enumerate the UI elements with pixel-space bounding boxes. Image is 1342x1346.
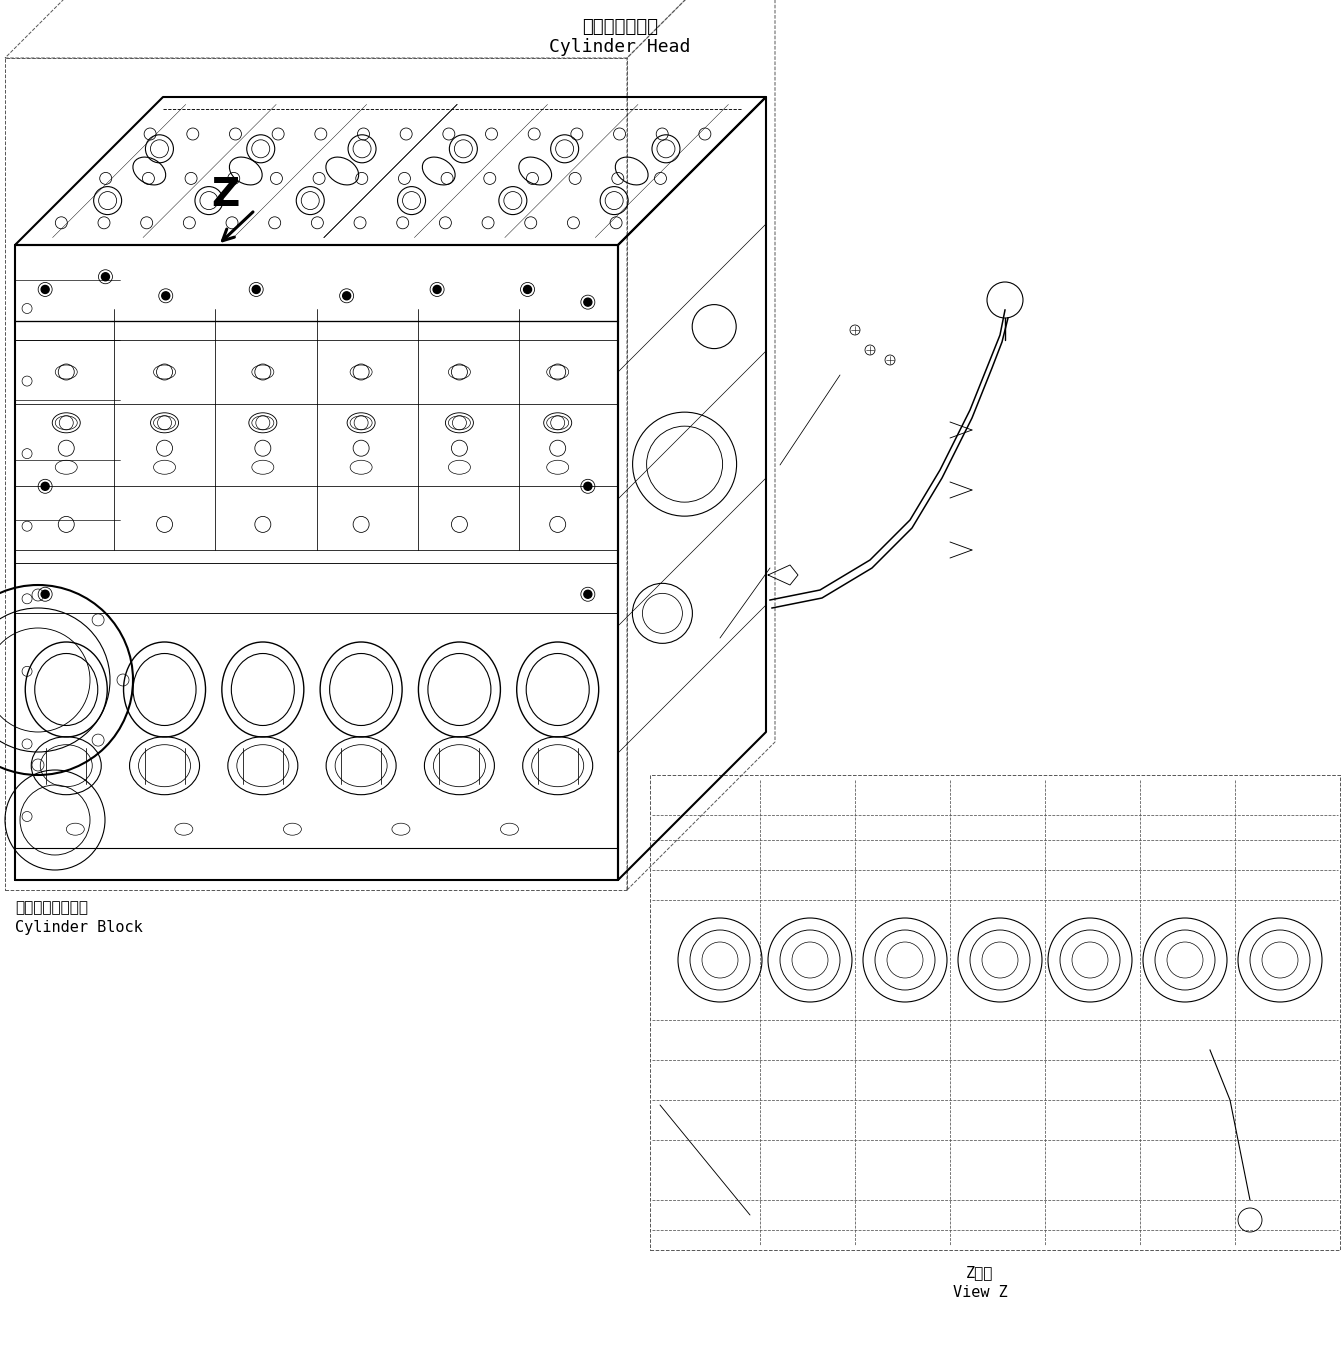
Text: Z　視: Z 視 bbox=[966, 1265, 993, 1280]
Circle shape bbox=[42, 591, 50, 598]
Circle shape bbox=[342, 292, 350, 300]
Circle shape bbox=[433, 285, 442, 293]
Circle shape bbox=[252, 285, 260, 293]
Text: Cylinder Block: Cylinder Block bbox=[15, 921, 142, 935]
Circle shape bbox=[42, 482, 50, 490]
Text: Cylinder Head: Cylinder Head bbox=[549, 38, 691, 57]
Circle shape bbox=[162, 292, 169, 300]
Circle shape bbox=[102, 273, 110, 281]
Text: Z: Z bbox=[211, 176, 239, 214]
Circle shape bbox=[523, 285, 531, 293]
Circle shape bbox=[42, 285, 50, 293]
Circle shape bbox=[584, 482, 592, 490]
Circle shape bbox=[584, 591, 592, 598]
Circle shape bbox=[584, 299, 592, 306]
Text: シリンダブロック: シリンダブロック bbox=[15, 900, 89, 915]
Text: View Z: View Z bbox=[953, 1285, 1008, 1300]
Text: シリンダヘッド: シリンダヘッド bbox=[582, 17, 658, 36]
